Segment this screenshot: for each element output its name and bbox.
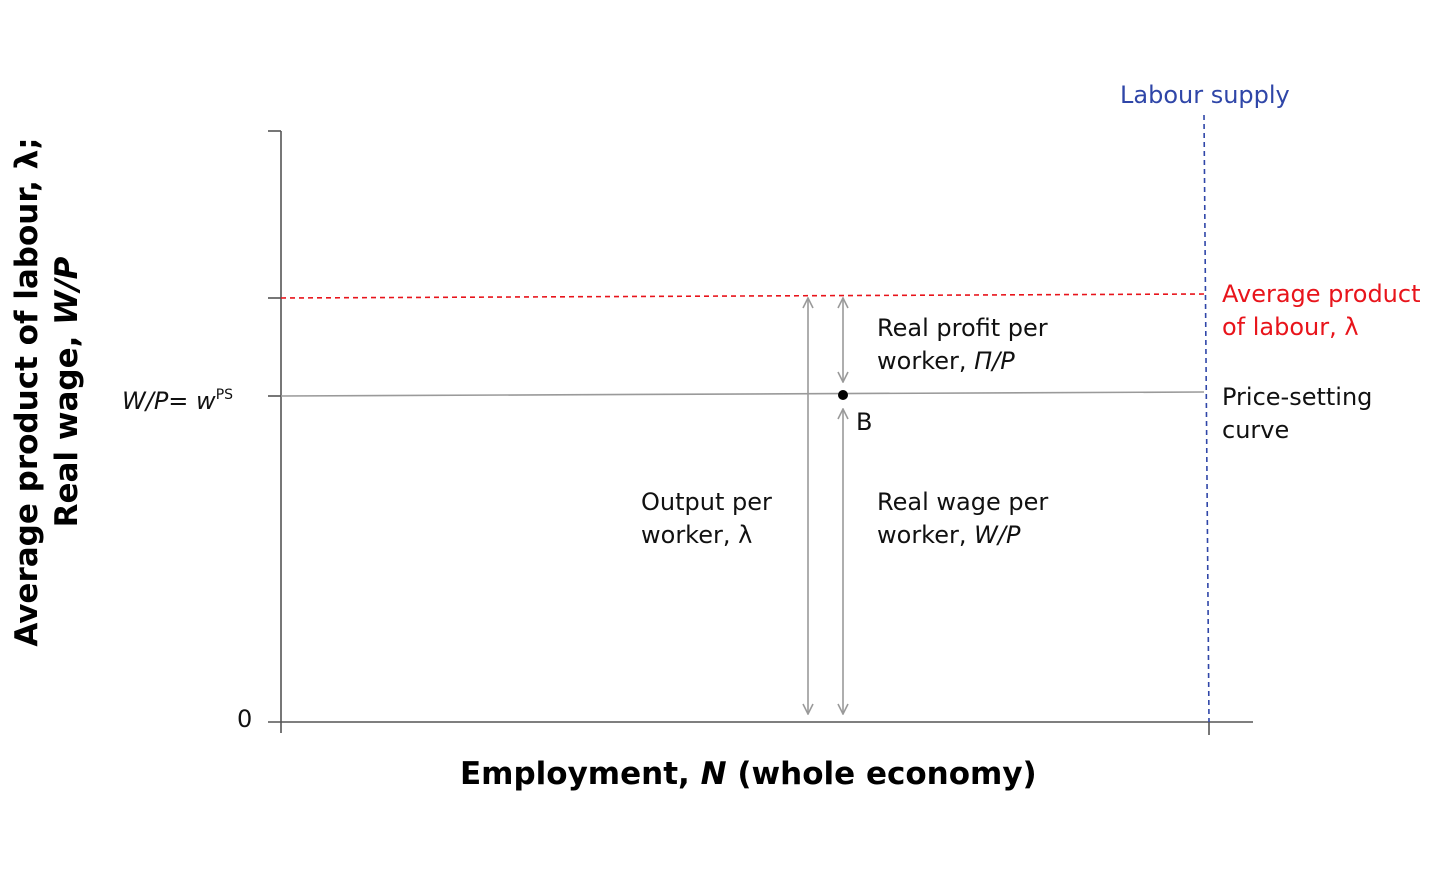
price-setting-line [280, 391, 1205, 397]
labour-supply-line [1203, 114, 1210, 723]
origin-label: 0 [237, 705, 253, 733]
y-axis-label-line1: Average product of labour, λ; [9, 137, 45, 647]
y-axis-label-line2: Real wage, W/P [49, 256, 85, 528]
output-per-worker-label: Output per worker, λ [641, 488, 772, 549]
labour-supply-label: Labour supply [1120, 81, 1290, 109]
wage-level-label: W/P= wPS [122, 387, 234, 415]
y-axis-label: Average product of labour, λ; Real wage,… [7, 137, 87, 646]
wage-per-worker-label: Real wage per worker, W/P [877, 488, 1049, 549]
point-b-label: B [856, 408, 873, 436]
average-product-label: Average product of labour, λ [1222, 280, 1421, 341]
point-b [838, 390, 848, 400]
x-axis-label: Employment, N (whole economy) [460, 756, 1037, 792]
price-setting-label: Price-setting curve [1222, 383, 1373, 444]
profit-per-worker-label: Real profit per worker, Π/P [877, 314, 1048, 375]
average-product-line [280, 293, 1205, 299]
